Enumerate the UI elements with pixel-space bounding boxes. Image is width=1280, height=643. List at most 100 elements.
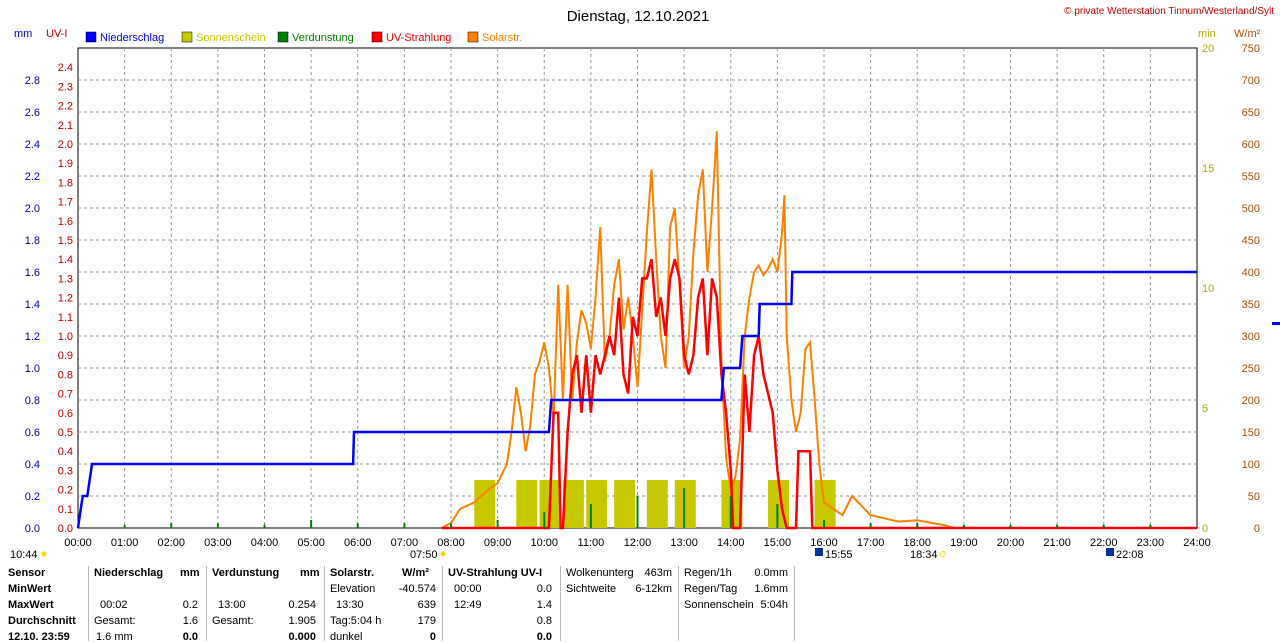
x-tick-label: 14:00 <box>717 537 745 549</box>
row-durchschnitt: Durchschnitt <box>8 615 76 627</box>
solar-elev: -40.574 <box>398 583 436 595</box>
x-tick-label: 21:00 <box>1043 537 1071 549</box>
mm-tick-label: 0.0 <box>25 523 40 535</box>
x-tick-label: 09:00 <box>484 537 512 549</box>
min-tick-label: 20 <box>1202 43 1214 55</box>
uv-tick-label: 0.8 <box>58 369 73 381</box>
legend-label: Solarstr. <box>482 32 522 44</box>
legend-label: Verdunstung <box>292 32 354 44</box>
uv-tick-label: 2.3 <box>58 81 73 93</box>
uv-tick-label: 1.5 <box>58 235 73 247</box>
w-tick-label: 100 <box>1242 459 1260 471</box>
uv-min-time: 00:00 <box>454 583 482 595</box>
w-tick-label: 400 <box>1242 267 1260 279</box>
niederschlag-last: 1.6 mm <box>96 631 133 643</box>
w-tick-label: 0 <box>1254 523 1260 535</box>
sonnenschein-bar <box>474 480 496 528</box>
x-tick-label: 16:00 <box>810 537 838 549</box>
uv-strahlung-line <box>441 258 1197 530</box>
legend-label: UV-Strahlung <box>386 32 451 44</box>
uv-tick-label: 0.6 <box>58 408 73 420</box>
solar-unit: W/m² <box>402 567 429 579</box>
row-maxwert: MaxWert <box>8 599 54 611</box>
uv-head: UV-Strahlung UV-I <box>448 567 543 579</box>
niederschlag-max-val: 0.2 <box>182 599 198 611</box>
niederschlag-head: Niederschlag <box>94 567 164 579</box>
stats-table: Sensor MinWert MaxWert Durchschnitt 12.1… <box>0 564 800 643</box>
row-minwert: MinWert <box>8 583 52 595</box>
marker-start: 10:44 <box>10 549 38 561</box>
uv-tick-label: 1.0 <box>58 331 73 343</box>
sonnenschein-bar <box>586 480 608 528</box>
verdunstung-last-val: 0.000 <box>288 631 316 643</box>
uv-max-val: 1.4 <box>536 599 552 611</box>
mm-tick-label: 1.4 <box>25 299 40 311</box>
mm-tick-label: 1.0 <box>25 363 40 375</box>
uv-tick-label: 1.6 <box>58 216 73 228</box>
row-last: 12.10. 23:59 <box>8 631 70 643</box>
legend-label: Sonnenschein <box>196 32 266 44</box>
marker-sunrise: 07:50 <box>410 549 438 561</box>
mm-tick-label: 0.2 <box>25 491 40 503</box>
legend-swatch <box>85 31 97 43</box>
mm-tick-label: 1.6 <box>25 267 40 279</box>
niederschlag-gesamt-label: Gesamt: <box>94 615 136 627</box>
solar-dunkel-label: dunkel <box>330 631 363 643</box>
sonnenschein-bar <box>614 480 636 528</box>
axes: 00:00 01:00 02:00 03:00 04:00 05:00 06:00 07:00… <box>10 43 1260 561</box>
mm-tick-label: 1.2 <box>25 331 40 343</box>
mm-tick-label: 0.8 <box>25 395 40 407</box>
w-tick-label: 200 <box>1242 395 1260 407</box>
w-tick-label: 700 <box>1242 75 1260 87</box>
mm-tick-label: 1.8 <box>25 235 40 247</box>
x-tick-label: 22:00 <box>1090 537 1118 549</box>
grid <box>77 47 1198 529</box>
w-tick-label: 300 <box>1242 331 1260 343</box>
x-tick-label: 01:00 <box>111 537 139 549</box>
w-tick-label: 250 <box>1242 363 1260 375</box>
solar-head: Solarstr. <box>330 567 375 579</box>
legend-label: Niederschlag <box>100 32 164 44</box>
uv-tick-label: 0.5 <box>58 427 73 439</box>
unit-min: min <box>1198 28 1216 40</box>
legend-swatch <box>181 31 193 43</box>
sonnenschein-label: Sonnenschein <box>684 599 754 611</box>
x-tick-label: 08:00 <box>437 537 465 549</box>
x-tick-label: 13:00 <box>670 537 698 549</box>
x-tick-label: 12:00 <box>624 537 652 549</box>
unit-mm: mm <box>14 28 32 40</box>
min-tick-label: 10 <box>1202 283 1214 295</box>
niederschlag-last-val: 0.0 <box>182 631 198 643</box>
uv-tick-label: 0.4 <box>58 446 73 458</box>
mm-tick-label: 2.2 <box>25 171 40 183</box>
w-tick-label: 750 <box>1242 43 1260 55</box>
unit-wm2: W/m² <box>1234 28 1261 40</box>
x-tick-label: 04:00 <box>251 537 279 549</box>
solar-tag-val: 179 <box>417 615 436 627</box>
uv-tick-label: 1.8 <box>58 177 73 189</box>
x-tick-label: 11:00 <box>578 537 605 549</box>
x-tick-label: 00:00 <box>64 537 92 549</box>
marker-noon: 15:55 <box>825 549 853 561</box>
uv-max-time: 12:49 <box>454 599 482 611</box>
w-tick-label: 350 <box>1242 299 1260 311</box>
copyright-label: © private Wetterstation Tinnum/Westerlan… <box>1064 6 1274 17</box>
uv-tick-label: 2.0 <box>58 139 73 151</box>
sonnenschein-bar <box>646 480 668 528</box>
uv-tick-label: 0.7 <box>58 389 73 401</box>
x-tick-label: 05:00 <box>297 537 325 549</box>
niederschlag-line <box>76 270 1197 529</box>
x-tick-label: 06:00 <box>344 537 372 549</box>
w-tick-label: 550 <box>1242 171 1260 183</box>
wolken-label: Wolkenunterg <box>566 567 634 579</box>
x-tick-label: 02:00 <box>157 537 185 549</box>
regen1h-val: 0.0mm <box>754 567 788 579</box>
series-layer <box>76 131 1197 530</box>
uv-last: 0.0 <box>536 631 552 643</box>
marker-end-icon <box>1106 548 1114 556</box>
x-tick-label: 23:00 <box>1137 537 1165 549</box>
x-tick-label: 20:00 <box>997 537 1025 549</box>
uv-tick-label: 1.2 <box>58 293 73 305</box>
verdunstung-max-time: 13:00 <box>218 599 246 611</box>
unit-uvi: UV-I <box>46 28 67 40</box>
